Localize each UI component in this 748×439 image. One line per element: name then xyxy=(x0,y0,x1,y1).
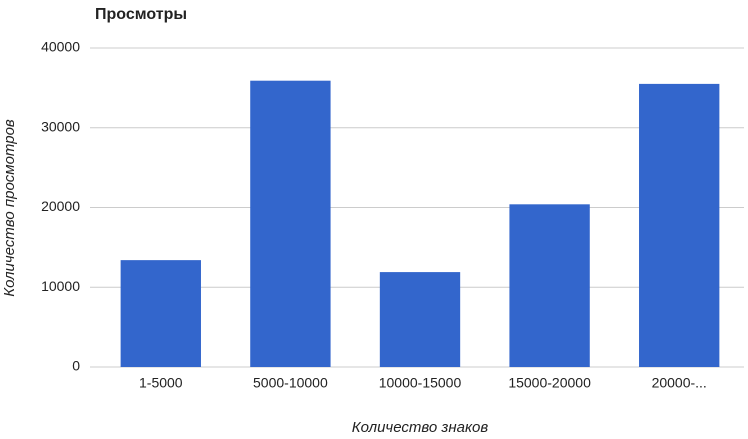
x-axis-label: Количество знаков xyxy=(352,419,489,436)
x-tick-label: 10000-15000 xyxy=(379,375,462,391)
bar xyxy=(379,272,461,367)
chart-title: Просмотры xyxy=(95,6,187,23)
bar xyxy=(509,204,590,367)
y-tick-label: 0 xyxy=(72,358,80,374)
bar xyxy=(120,260,201,367)
x-tick-label: 1-5000 xyxy=(139,375,183,391)
x-tick-label: 15000-20000 xyxy=(508,375,591,391)
y-tick-label: 40000 xyxy=(41,39,80,55)
bar xyxy=(250,80,331,367)
y-tick-label: 20000 xyxy=(41,198,80,214)
x-tick-label: 5000-10000 xyxy=(253,375,328,391)
y-tick-label: 30000 xyxy=(41,118,80,134)
y-tick-label: 10000 xyxy=(41,278,80,294)
x-tick-label: 20000-... xyxy=(652,375,707,391)
bar xyxy=(639,83,720,367)
y-axis-label: Количество просмотров xyxy=(1,119,18,297)
